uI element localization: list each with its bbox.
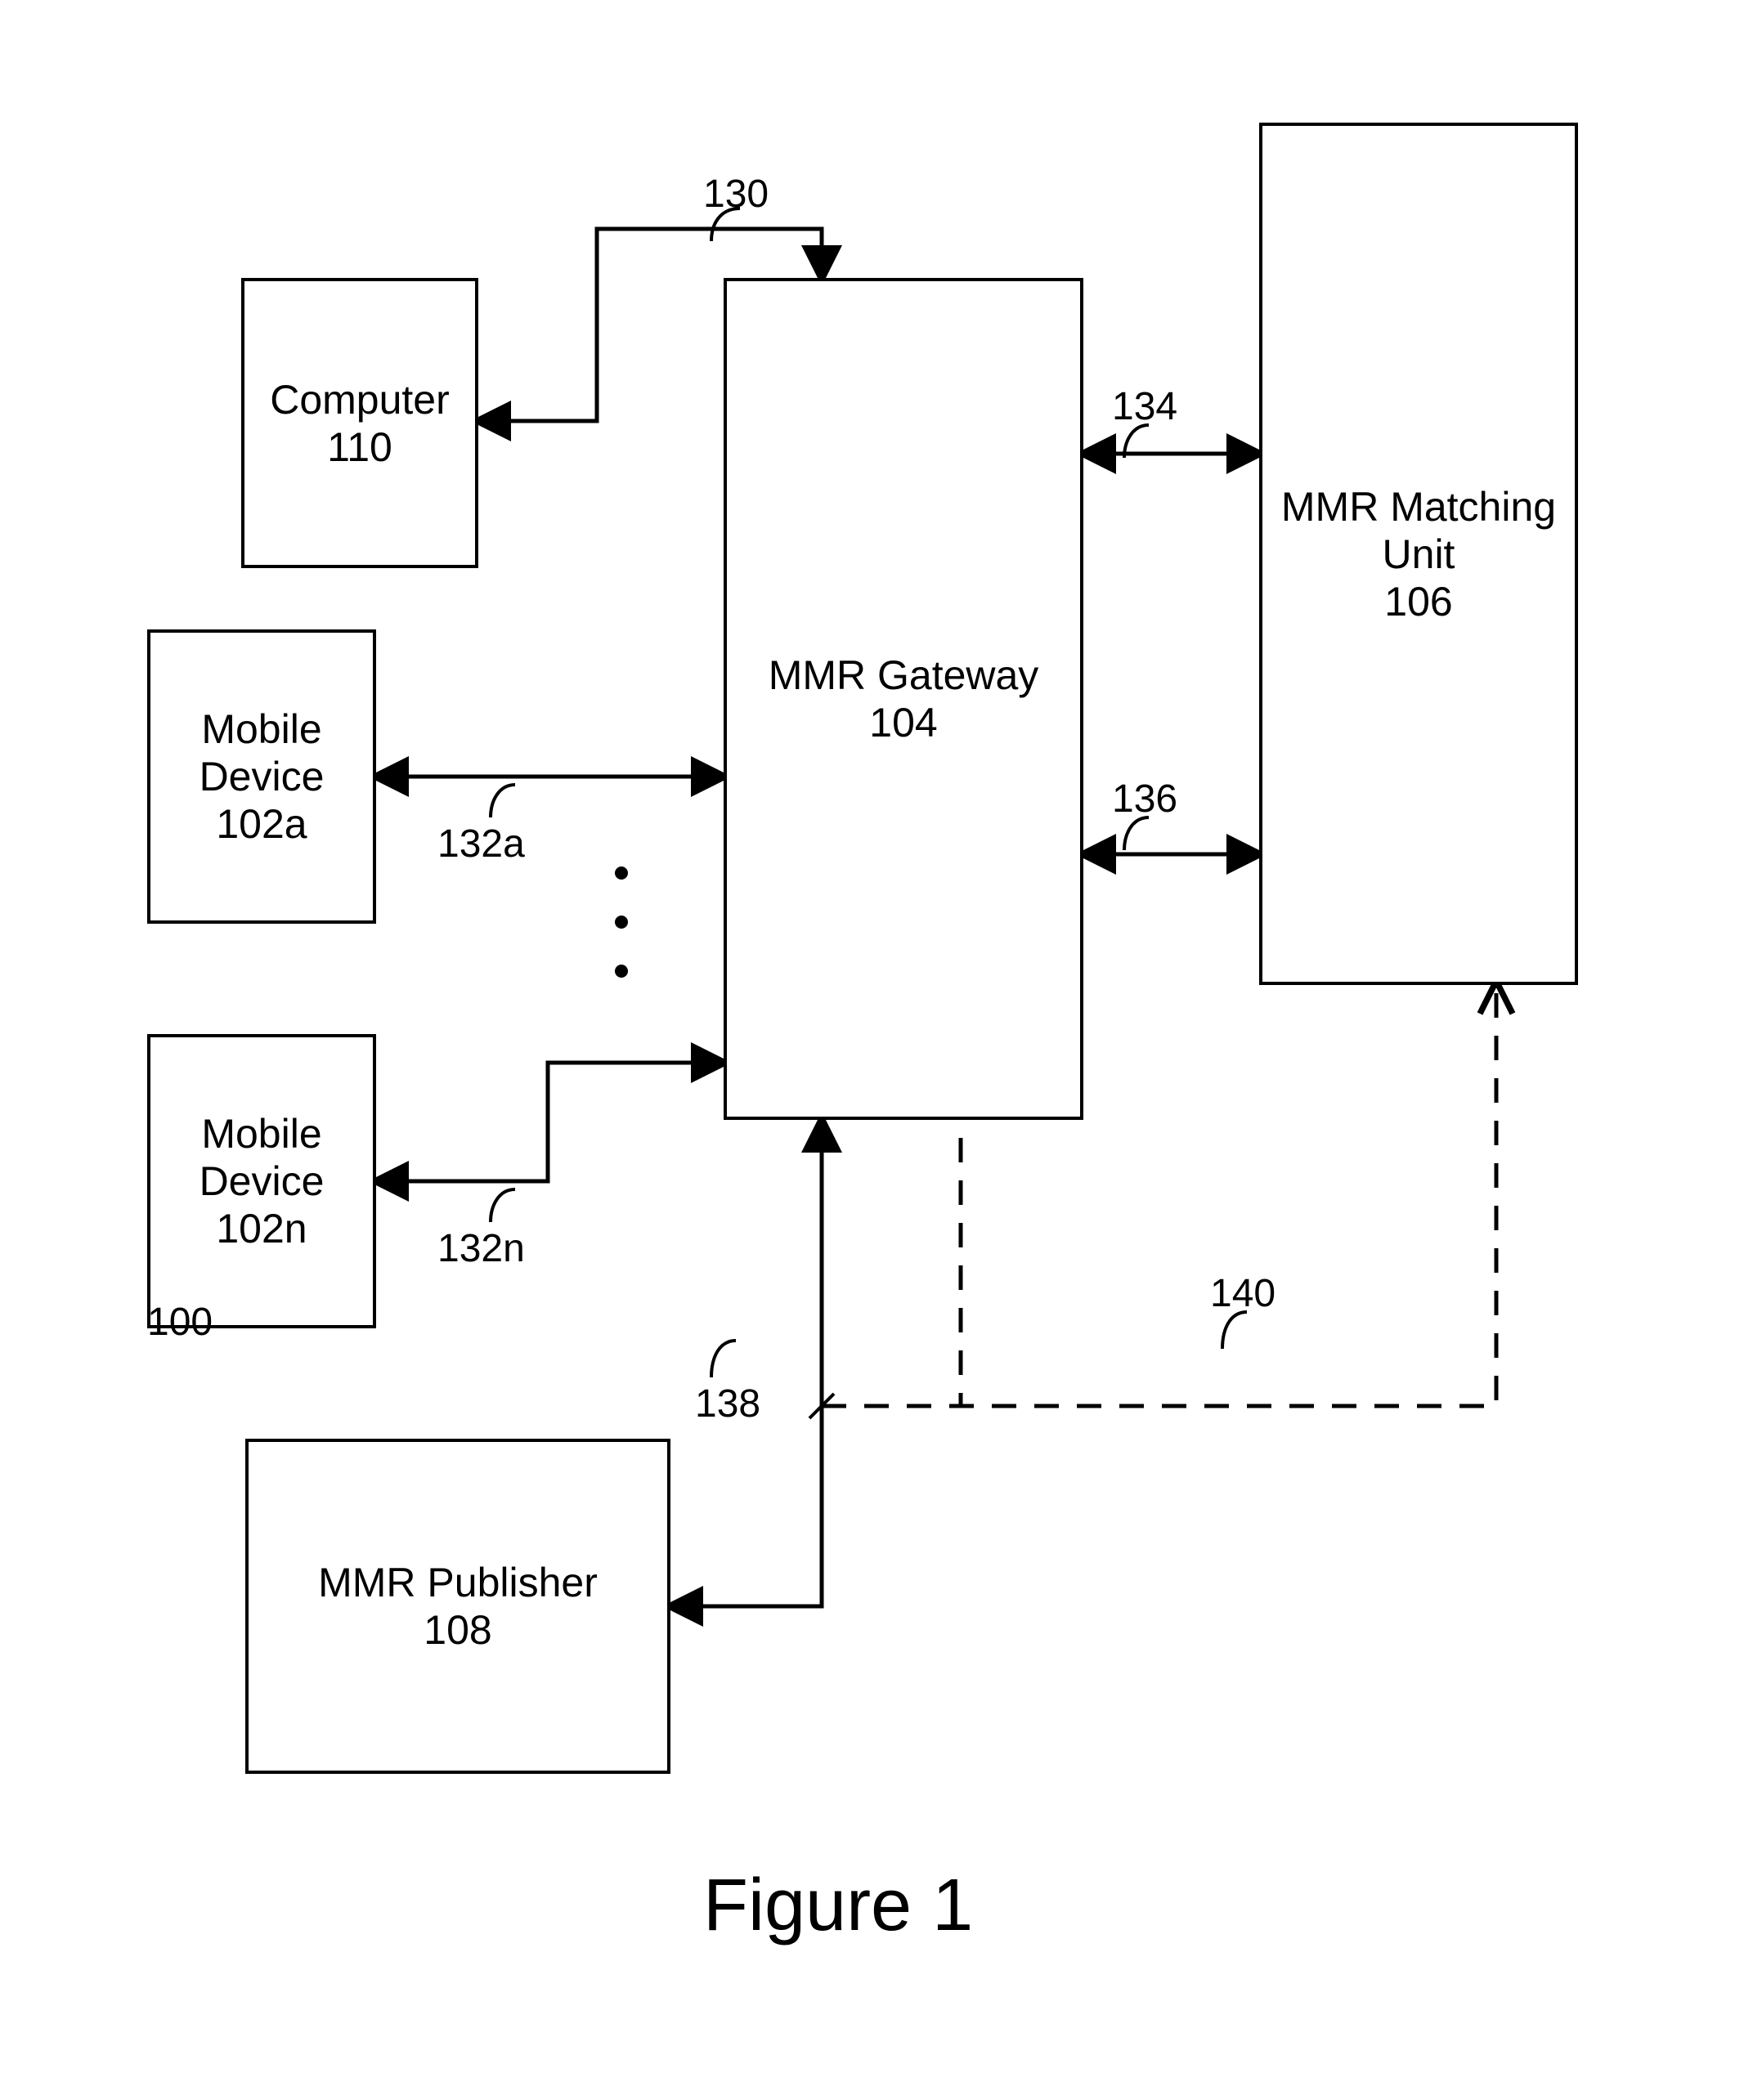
box-gateway-line1: MMR Gateway	[769, 651, 1039, 699]
leader-140	[1222, 1312, 1247, 1349]
box-mobile-n: Mobile Device 102n	[147, 1034, 376, 1328]
label-134: 134	[1112, 384, 1177, 429]
diagram-canvas: Computer 110 MMR Gateway 104 MMR Matchin…	[0, 0, 1744, 2100]
box-publisher-line1: MMR Publisher	[318, 1559, 598, 1606]
box-gateway-line2: 104	[869, 699, 937, 746]
label-132a: 132a	[437, 822, 525, 866]
box-publisher: MMR Publisher 108	[245, 1439, 670, 1774]
leader-136	[1124, 817, 1149, 850]
label-136: 136	[1112, 777, 1177, 822]
ellipsis-dot	[615, 916, 628, 929]
box-publisher-line2: 108	[424, 1606, 491, 1654]
conn-138	[670, 1120, 822, 1606]
leader-132a	[491, 785, 515, 817]
box-matching-line1: MMR Matching	[1281, 483, 1556, 531]
box-mobile-n-line1: Mobile Device	[150, 1110, 373, 1205]
figure-caption: Figure 1	[703, 1864, 973, 1948]
box-mobile-a: Mobile Device 102a	[147, 629, 376, 924]
box-matching-line3: 106	[1384, 578, 1452, 625]
ellipsis-dot	[615, 866, 628, 880]
box-mobile-n-line2: 102n	[216, 1205, 307, 1252]
box-gateway: MMR Gateway 104	[724, 278, 1083, 1120]
leader-134	[1124, 425, 1149, 458]
box-mobile-a-line1: Mobile Device	[150, 705, 373, 800]
label-138: 138	[695, 1381, 760, 1426]
box-matching-line2: Unit	[1383, 531, 1455, 578]
label-132n: 132n	[437, 1226, 525, 1271]
label-140: 140	[1210, 1271, 1275, 1316]
box-computer-line2: 110	[327, 423, 392, 471]
label-100: 100	[147, 1300, 213, 1345]
label-130: 130	[703, 172, 769, 217]
ellipsis-dot	[615, 965, 628, 978]
box-computer: Computer 110	[241, 278, 478, 568]
box-matching: MMR Matching Unit 106	[1259, 123, 1578, 985]
box-mobile-a-line2: 102a	[216, 800, 307, 848]
box-computer-line1: Computer	[270, 376, 450, 423]
conn-132n	[376, 1063, 724, 1181]
leader-132n	[491, 1189, 515, 1222]
branch-tick	[809, 1394, 834, 1418]
leader-138	[711, 1341, 736, 1377]
